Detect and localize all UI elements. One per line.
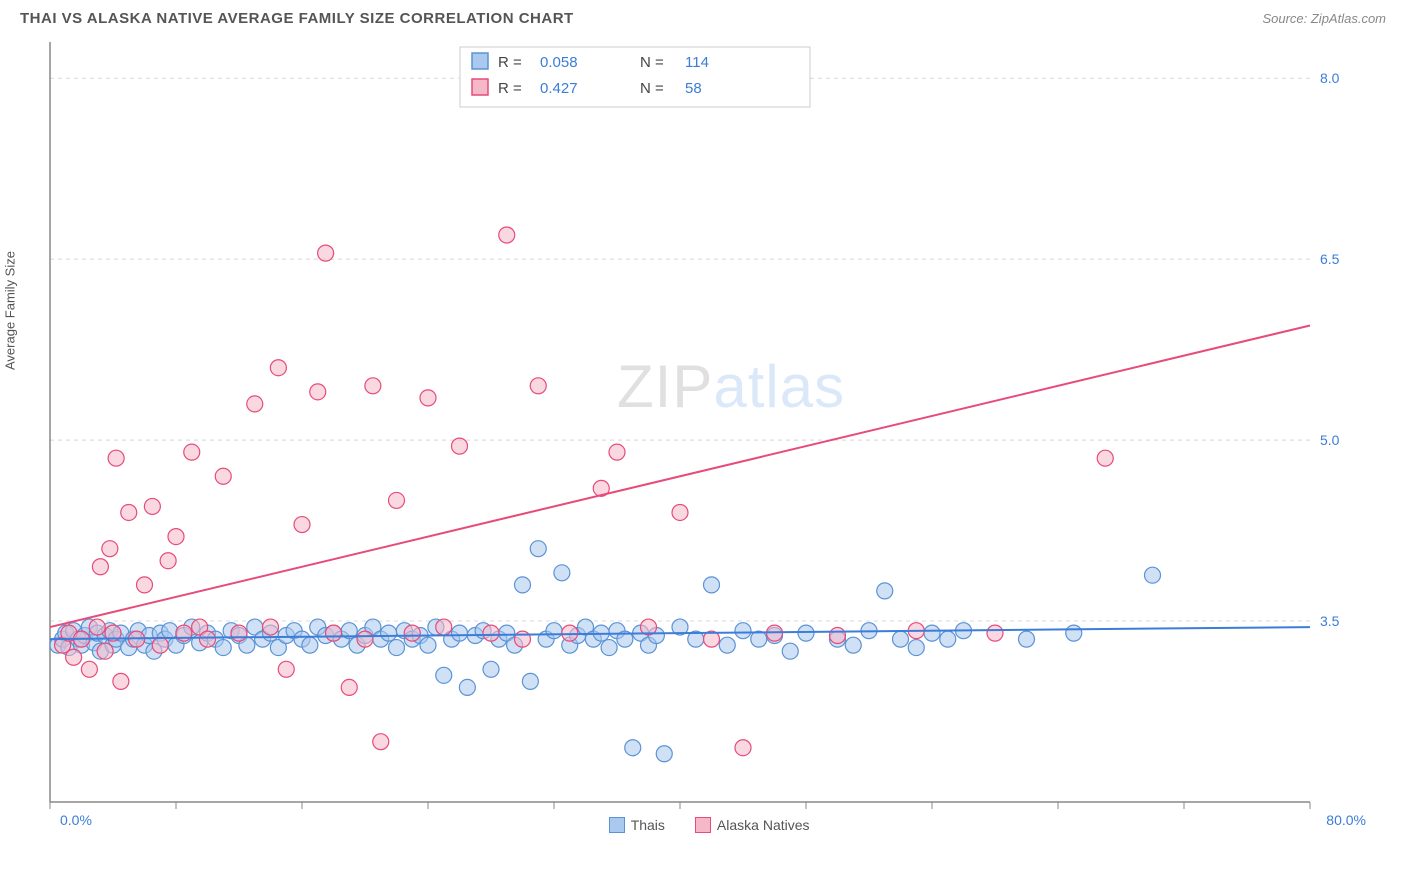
chart-title: THAI VS ALASKA NATIVE AVERAGE FAMILY SIZ… xyxy=(20,10,574,27)
svg-text:0.058: 0.058 xyxy=(540,54,578,71)
svg-text:6.50: 6.50 xyxy=(1320,251,1340,267)
x-min-label: 0.0% xyxy=(60,812,92,833)
svg-text:R =: R = xyxy=(498,80,522,97)
source-label: Source: ZipAtlas.com xyxy=(1262,11,1386,26)
svg-text:0.427: 0.427 xyxy=(540,80,578,97)
svg-text:ZIPatlas: ZIPatlas xyxy=(617,353,845,420)
scatter-chart: 3.50 5.00 6.50 8.00 ZIPatlas R = 0.058 N = 114 R … xyxy=(20,32,1340,812)
bottom-legend: Thais Alaska Natives xyxy=(609,817,810,833)
svg-text:8.00: 8.00 xyxy=(1320,70,1340,86)
svg-text:5.00: 5.00 xyxy=(1320,432,1340,448)
svg-text:3.50: 3.50 xyxy=(1320,613,1340,629)
x-max-label: 80.0% xyxy=(1326,812,1366,833)
svg-text:N =: N = xyxy=(640,80,664,97)
svg-text:58: 58 xyxy=(685,80,702,97)
svg-text:N =: N = xyxy=(640,54,664,71)
svg-text:R =: R = xyxy=(498,54,522,71)
y-axis-label: Average Family Size xyxy=(3,251,18,370)
svg-text:114: 114 xyxy=(685,54,709,71)
legend-item: Thais xyxy=(609,817,665,833)
legend-item: Alaska Natives xyxy=(695,817,810,833)
